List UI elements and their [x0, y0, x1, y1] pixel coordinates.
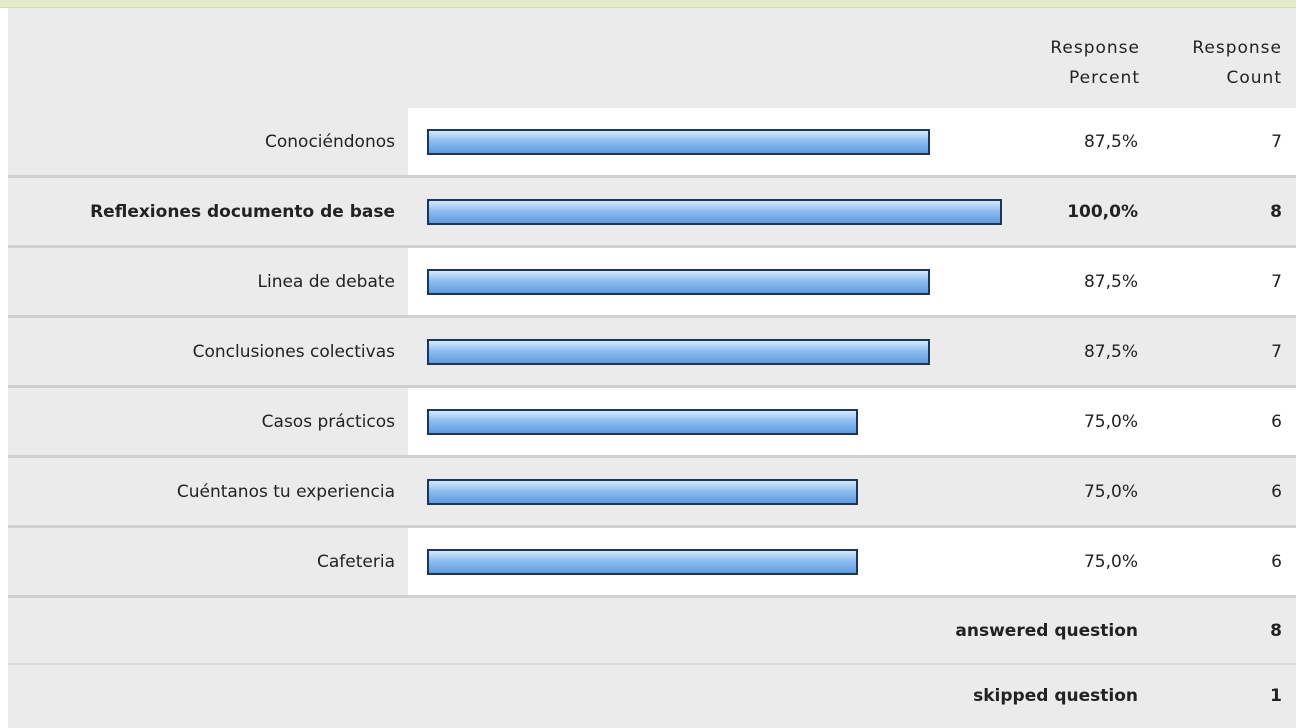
footer-row: [8, 598, 1296, 663]
footer-label: skipped question: [973, 685, 1138, 706]
count-label: 8: [1270, 201, 1282, 222]
label-cell: [8, 318, 408, 388]
count-label: 7: [1271, 131, 1282, 152]
row-separator: [8, 385, 1296, 388]
footer-row: [8, 663, 1296, 728]
header-row: [8, 8, 1296, 108]
bar: [427, 549, 859, 575]
footer-value: 8: [1270, 620, 1282, 641]
category-label: Reflexiones documento de base: [90, 201, 395, 222]
category-label: Conociéndonos: [265, 131, 395, 152]
count-label: 6: [1271, 411, 1282, 432]
label-cell: [8, 458, 408, 528]
category-label: Cuéntanos tu experiencia: [176, 481, 395, 502]
count-label: 6: [1271, 551, 1282, 572]
category-label: Conclusiones colectivas: [192, 341, 395, 362]
top-strip: [0, 0, 1296, 8]
label-cell: [8, 388, 408, 458]
header-percent: Response Percent: [1050, 38, 1140, 88]
bar: [427, 129, 931, 155]
label-cell: [8, 108, 408, 178]
bar: [427, 199, 1002, 225]
count-label: 6: [1271, 481, 1282, 502]
row-separator: [8, 595, 1296, 598]
percent-label: 87,5%: [1083, 271, 1138, 292]
percent-label: 87,5%: [1083, 341, 1138, 362]
label-cell: [8, 178, 408, 248]
bar: [427, 339, 931, 365]
bar: [427, 409, 859, 435]
percent-label: 87,5%: [1083, 131, 1138, 152]
percent-label: 75,0%: [1083, 551, 1138, 572]
bar: [427, 479, 859, 505]
count-label: 7: [1271, 341, 1282, 362]
category-label: Casos prácticos: [261, 411, 395, 432]
bar: [427, 269, 931, 295]
row-separator: [8, 455, 1296, 458]
percent-label: 75,0%: [1083, 481, 1138, 502]
category-label: Cafeteria: [317, 551, 395, 572]
footer-value: 1: [1270, 685, 1282, 706]
label-cell: [8, 528, 408, 598]
row-separator: [8, 245, 1296, 248]
row-separator: [8, 175, 1296, 178]
category-label: Linea de debate: [257, 271, 396, 292]
count-label: 7: [1271, 271, 1282, 292]
row-separator: [8, 525, 1296, 528]
header-count: Response Count: [1192, 38, 1282, 88]
footer-label: answered question: [955, 620, 1138, 641]
percent-label: 75,0%: [1083, 411, 1138, 432]
row-separator: [8, 315, 1296, 318]
percent-label: 100,0%: [1067, 201, 1138, 222]
label-cell: [8, 248, 408, 318]
